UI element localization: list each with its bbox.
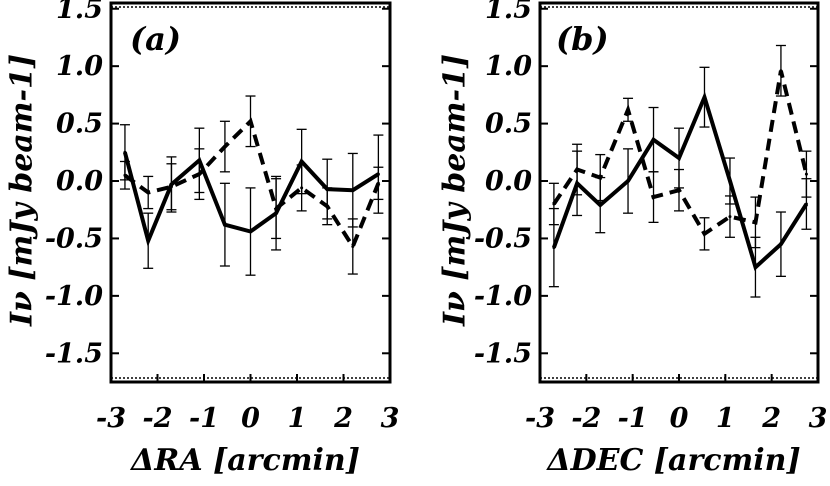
x-tick-label: -3 bbox=[525, 403, 555, 434]
y-tick-label: -1.5 bbox=[45, 338, 103, 369]
data-point-dashed bbox=[779, 69, 783, 73]
data-point-solid bbox=[598, 203, 602, 207]
y-tick-label: -1.0 bbox=[474, 281, 532, 312]
y-tick-label: 1.5 bbox=[56, 0, 103, 25]
data-point-dashed bbox=[598, 176, 602, 180]
data-point-solid bbox=[223, 223, 227, 227]
y-tick-label: 0.5 bbox=[56, 109, 103, 140]
x-tick-label: 1 bbox=[288, 403, 307, 434]
x-tick-label: -1 bbox=[189, 403, 219, 434]
panel-label: (a) bbox=[130, 20, 181, 58]
data-point-dashed bbox=[325, 204, 329, 208]
x-axis-label: ΔRA [arcmin] bbox=[129, 443, 360, 478]
y-tick-label: 0.0 bbox=[485, 166, 532, 197]
data-point-dashed bbox=[728, 215, 732, 219]
x-tick-label: 0 bbox=[241, 403, 260, 434]
x-tick-label: 2 bbox=[761, 403, 781, 434]
panel-label: (b) bbox=[556, 20, 609, 58]
x-tick-label: 3 bbox=[809, 403, 828, 434]
y-tick-label: -0.5 bbox=[474, 223, 532, 254]
y-tick-label: -0.5 bbox=[45, 223, 103, 254]
data-point-dashed bbox=[652, 195, 656, 199]
series-line-solid bbox=[122, 151, 380, 247]
y-tick-label: 1.0 bbox=[56, 51, 103, 82]
data-point-solid bbox=[552, 246, 556, 250]
x-tick-label: 0 bbox=[670, 403, 689, 434]
data-point-dashed bbox=[753, 220, 757, 224]
data-point-solid bbox=[702, 95, 706, 99]
panel-b: 1.5 1.0 0.5 0.0 -0.5 -1.0 -1.5 -3 -2 -1 0 1 2 3 (b) ΔDE… bbox=[438, 0, 828, 478]
x-tick-label: 1 bbox=[716, 403, 735, 434]
data-point-solid bbox=[677, 156, 681, 160]
y-tick-label: 0.5 bbox=[485, 109, 532, 140]
data-point-solid bbox=[779, 242, 783, 246]
data-point-dashed bbox=[223, 145, 227, 149]
data-point-solid bbox=[728, 179, 732, 183]
data-point-dashed bbox=[300, 186, 304, 190]
data-point-dashed bbox=[274, 207, 278, 211]
data-point-dashed bbox=[575, 168, 579, 172]
data-point-solid bbox=[300, 159, 304, 163]
data-point-dashed bbox=[123, 173, 127, 177]
y-tick-label: 0.0 bbox=[56, 166, 103, 197]
x-tick-label: -3 bbox=[96, 403, 126, 434]
data-point-solid bbox=[804, 202, 808, 206]
x-tick-label: 2 bbox=[333, 403, 353, 434]
data-point-dashed bbox=[146, 191, 150, 194]
data-point-dashed bbox=[249, 119, 252, 123]
data-point-dashed bbox=[552, 202, 556, 206]
data-point-dashed bbox=[197, 172, 201, 176]
data-point-dashed bbox=[376, 181, 380, 185]
data-point-solid bbox=[123, 150, 127, 154]
y-tick-label: -1.0 bbox=[45, 281, 103, 312]
data-point-solid bbox=[626, 179, 630, 183]
data-point-solid bbox=[753, 265, 757, 269]
x-tick-label: -2 bbox=[571, 403, 601, 434]
data-point-dashed bbox=[626, 108, 630, 112]
y-axis-label: Iν [mJy beam-1] bbox=[5, 54, 40, 327]
panel-a: 1.5 1.0 0.5 0.0 -0.5 -1.0 -1.5 -3 -2 -1 0 1 2 3 (a) ΔRA… bbox=[5, 0, 400, 478]
data-point-dashed bbox=[677, 188, 681, 192]
x-tick-label: -2 bbox=[143, 403, 173, 434]
y-tick-label: 1.5 bbox=[485, 0, 532, 25]
x-axis-label: ΔDEC [arcmin] bbox=[545, 443, 800, 478]
data-point-solid bbox=[652, 138, 656, 142]
data-point-solid bbox=[249, 230, 252, 234]
series-line-solid bbox=[552, 91, 809, 271]
y-axis-label: Iν [mJy beam-1] bbox=[438, 54, 473, 327]
y-tick-label: 1.0 bbox=[485, 51, 532, 82]
series-line-dashed bbox=[123, 117, 381, 251]
x-tick-label: 3 bbox=[381, 403, 400, 434]
data-point-solid bbox=[351, 188, 355, 192]
x-tick-label: -1 bbox=[618, 403, 648, 434]
y-tick-label: -1.5 bbox=[474, 338, 532, 369]
data-point-dashed bbox=[351, 244, 355, 248]
data-point-solid bbox=[146, 239, 150, 243]
data-point-dashed bbox=[702, 232, 706, 236]
data-point-dashed bbox=[804, 172, 808, 176]
data-point-dashed bbox=[169, 185, 173, 189]
